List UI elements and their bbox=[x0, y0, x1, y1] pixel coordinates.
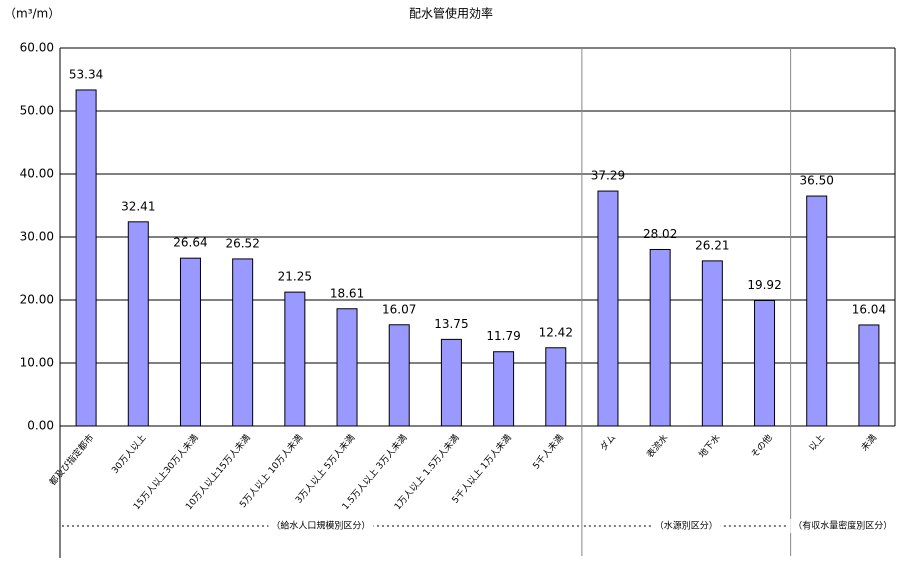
value-label: 53.34 bbox=[69, 67, 103, 81]
value-label: 26.64 bbox=[173, 236, 207, 250]
y-tick-label: 50.00 bbox=[20, 104, 54, 118]
bar bbox=[754, 300, 776, 427]
y-tick-label: 20.00 bbox=[20, 293, 54, 307]
value-label: 21.25 bbox=[278, 270, 312, 284]
bar bbox=[545, 347, 567, 427]
group-label-bg bbox=[268, 519, 374, 533]
value-label: 36.50 bbox=[800, 174, 834, 188]
bar bbox=[336, 308, 358, 427]
bar bbox=[701, 260, 723, 427]
y-tick-label: 10.00 bbox=[20, 356, 54, 370]
group-label: （水源別区分） bbox=[655, 520, 718, 532]
group-label: （有収水量密度別区分） bbox=[793, 520, 892, 532]
y-tick-label: 0.00 bbox=[27, 419, 54, 433]
group-label-bg bbox=[651, 519, 721, 533]
bar bbox=[284, 291, 306, 427]
group-label-bg bbox=[790, 519, 896, 533]
value-label: 19.92 bbox=[747, 278, 781, 292]
bar bbox=[75, 89, 97, 427]
value-label: 16.04 bbox=[852, 302, 886, 316]
value-label: 26.52 bbox=[225, 236, 259, 250]
value-label: 32.41 bbox=[121, 199, 155, 213]
bar bbox=[597, 190, 619, 427]
bar bbox=[440, 338, 462, 427]
y-tick-label: 40.00 bbox=[20, 167, 54, 181]
group-label: （給水人口規模別区分） bbox=[271, 520, 370, 532]
bar bbox=[649, 248, 671, 427]
bar bbox=[127, 221, 149, 427]
value-label: 12.42 bbox=[539, 325, 573, 339]
value-label: 26.21 bbox=[695, 238, 729, 252]
bar bbox=[179, 257, 201, 427]
value-label: 28.02 bbox=[643, 227, 677, 241]
value-label: 18.61 bbox=[330, 286, 364, 300]
value-label: 16.07 bbox=[382, 302, 416, 316]
bar bbox=[806, 195, 828, 427]
y-tick-label: 60.00 bbox=[20, 41, 54, 55]
y-unit: （m³/m） bbox=[4, 7, 60, 21]
bar bbox=[388, 324, 410, 427]
value-label: 11.79 bbox=[486, 329, 520, 343]
value-label: 37.29 bbox=[591, 169, 625, 183]
value-label: 13.75 bbox=[434, 317, 468, 331]
y-tick-label: 30.00 bbox=[20, 230, 54, 244]
bar bbox=[493, 351, 515, 427]
bar bbox=[858, 324, 880, 427]
chart-title: 配水管使用効率 bbox=[409, 6, 493, 21]
bar bbox=[232, 258, 254, 427]
